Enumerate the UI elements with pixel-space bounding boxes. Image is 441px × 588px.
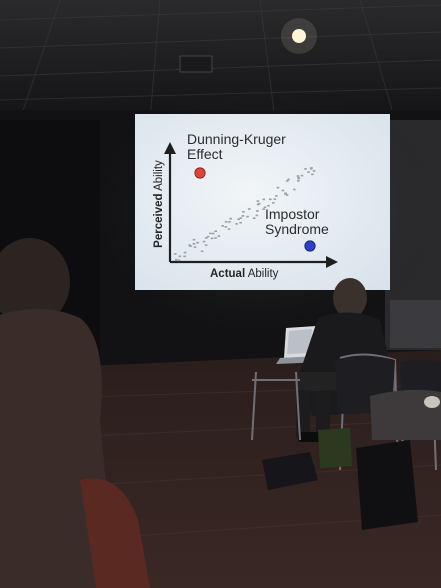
y-axis-label: Perceived Ability [153,149,165,259]
impostor-line2: Syndrome [265,220,329,237]
impostor-syndrome-label: Impostor Syndrome [265,207,329,236]
trend-point [205,237,208,239]
trend-point [200,250,204,253]
trend-point [275,195,278,197]
trend-point [204,244,208,246]
trend-point [183,255,186,258]
trend-point [312,170,316,172]
trend-point [211,232,215,235]
trend-point [174,253,177,255]
y-axis-label-bold: Perceived [153,193,165,248]
trend-points [174,167,316,262]
trend-point [196,241,199,244]
trend-point [246,215,249,218]
x-axis-label: Actual Ability [210,268,278,280]
trend-point [193,246,197,248]
trend-point [221,225,224,227]
impostor-line1: Impostor [265,206,320,222]
trend-point [214,237,217,239]
trend-point [297,180,300,182]
trend-point [272,202,275,204]
floor-bags [262,428,418,530]
trend-point [297,176,300,179]
trend-point [269,198,272,201]
trend-point [304,168,307,170]
trend-point [177,259,181,262]
chart-axes [168,150,330,264]
projector-slide [135,114,390,290]
trend-point [267,204,270,207]
dunning-kruger-line2: Effect [187,145,223,162]
trend-point [310,167,313,169]
trend-point [188,244,191,246]
ceiling-light [292,29,306,43]
trend-point [255,214,259,217]
trend-point [241,215,245,217]
dunning-kruger-dot [194,167,206,179]
trend-point [224,221,228,223]
trend-point [228,221,231,223]
trend-point [237,218,240,220]
trend-point [307,171,310,173]
trend-point [262,198,265,201]
attendee-foreground-left [0,238,150,588]
trend-point [192,243,196,245]
trend-point [239,217,243,219]
trend-point [256,200,260,202]
trend-point [286,180,289,182]
trend-point [256,210,259,212]
trend-point [206,235,210,238]
trend-point [276,186,280,189]
trend-point [297,177,301,180]
trend-point [192,238,196,241]
x-axis-label-bold: Actual [210,268,246,280]
trend-point [210,237,214,240]
trend-point [224,226,228,228]
trend-point [262,208,265,210]
x-axis-label-rest: Ability [245,268,279,280]
trend-point [285,194,289,196]
trend-point [248,208,251,210]
trend-point [183,251,187,254]
trend-point [263,206,267,209]
trend-point [227,228,231,230]
y-axis-arrow-icon [164,142,176,154]
trend-point [174,258,178,261]
trend-point [284,192,287,195]
trend-point [239,221,242,224]
trend-point [300,174,304,177]
ceiling-vent [179,55,213,73]
trend-point [273,198,277,200]
trend-point [281,189,285,192]
trend-point [214,230,217,232]
y-axis-label-rest: Ability [153,160,165,194]
trend-point [178,255,182,258]
trend-point [309,168,313,170]
x-axis-arrow-icon [326,256,338,268]
trend-point [257,202,261,205]
trend-point [202,240,206,243]
trend-point [287,178,290,181]
impostor-syndrome-dot [304,240,316,252]
trend-point [209,232,212,235]
trend-point [296,175,300,177]
trend-point [252,217,256,219]
trend-point [229,217,232,220]
trend-point [235,223,238,225]
attendee-far-right [370,389,441,440]
trend-point [311,173,314,176]
trend-point [242,211,245,213]
trend-point [189,245,192,247]
trend-point [293,188,296,191]
dunning-kruger-label: Dunning-Kruger Effect [187,132,286,161]
trend-point [217,235,221,237]
dunning-kruger-line1: Dunning-Kruger [187,131,286,147]
